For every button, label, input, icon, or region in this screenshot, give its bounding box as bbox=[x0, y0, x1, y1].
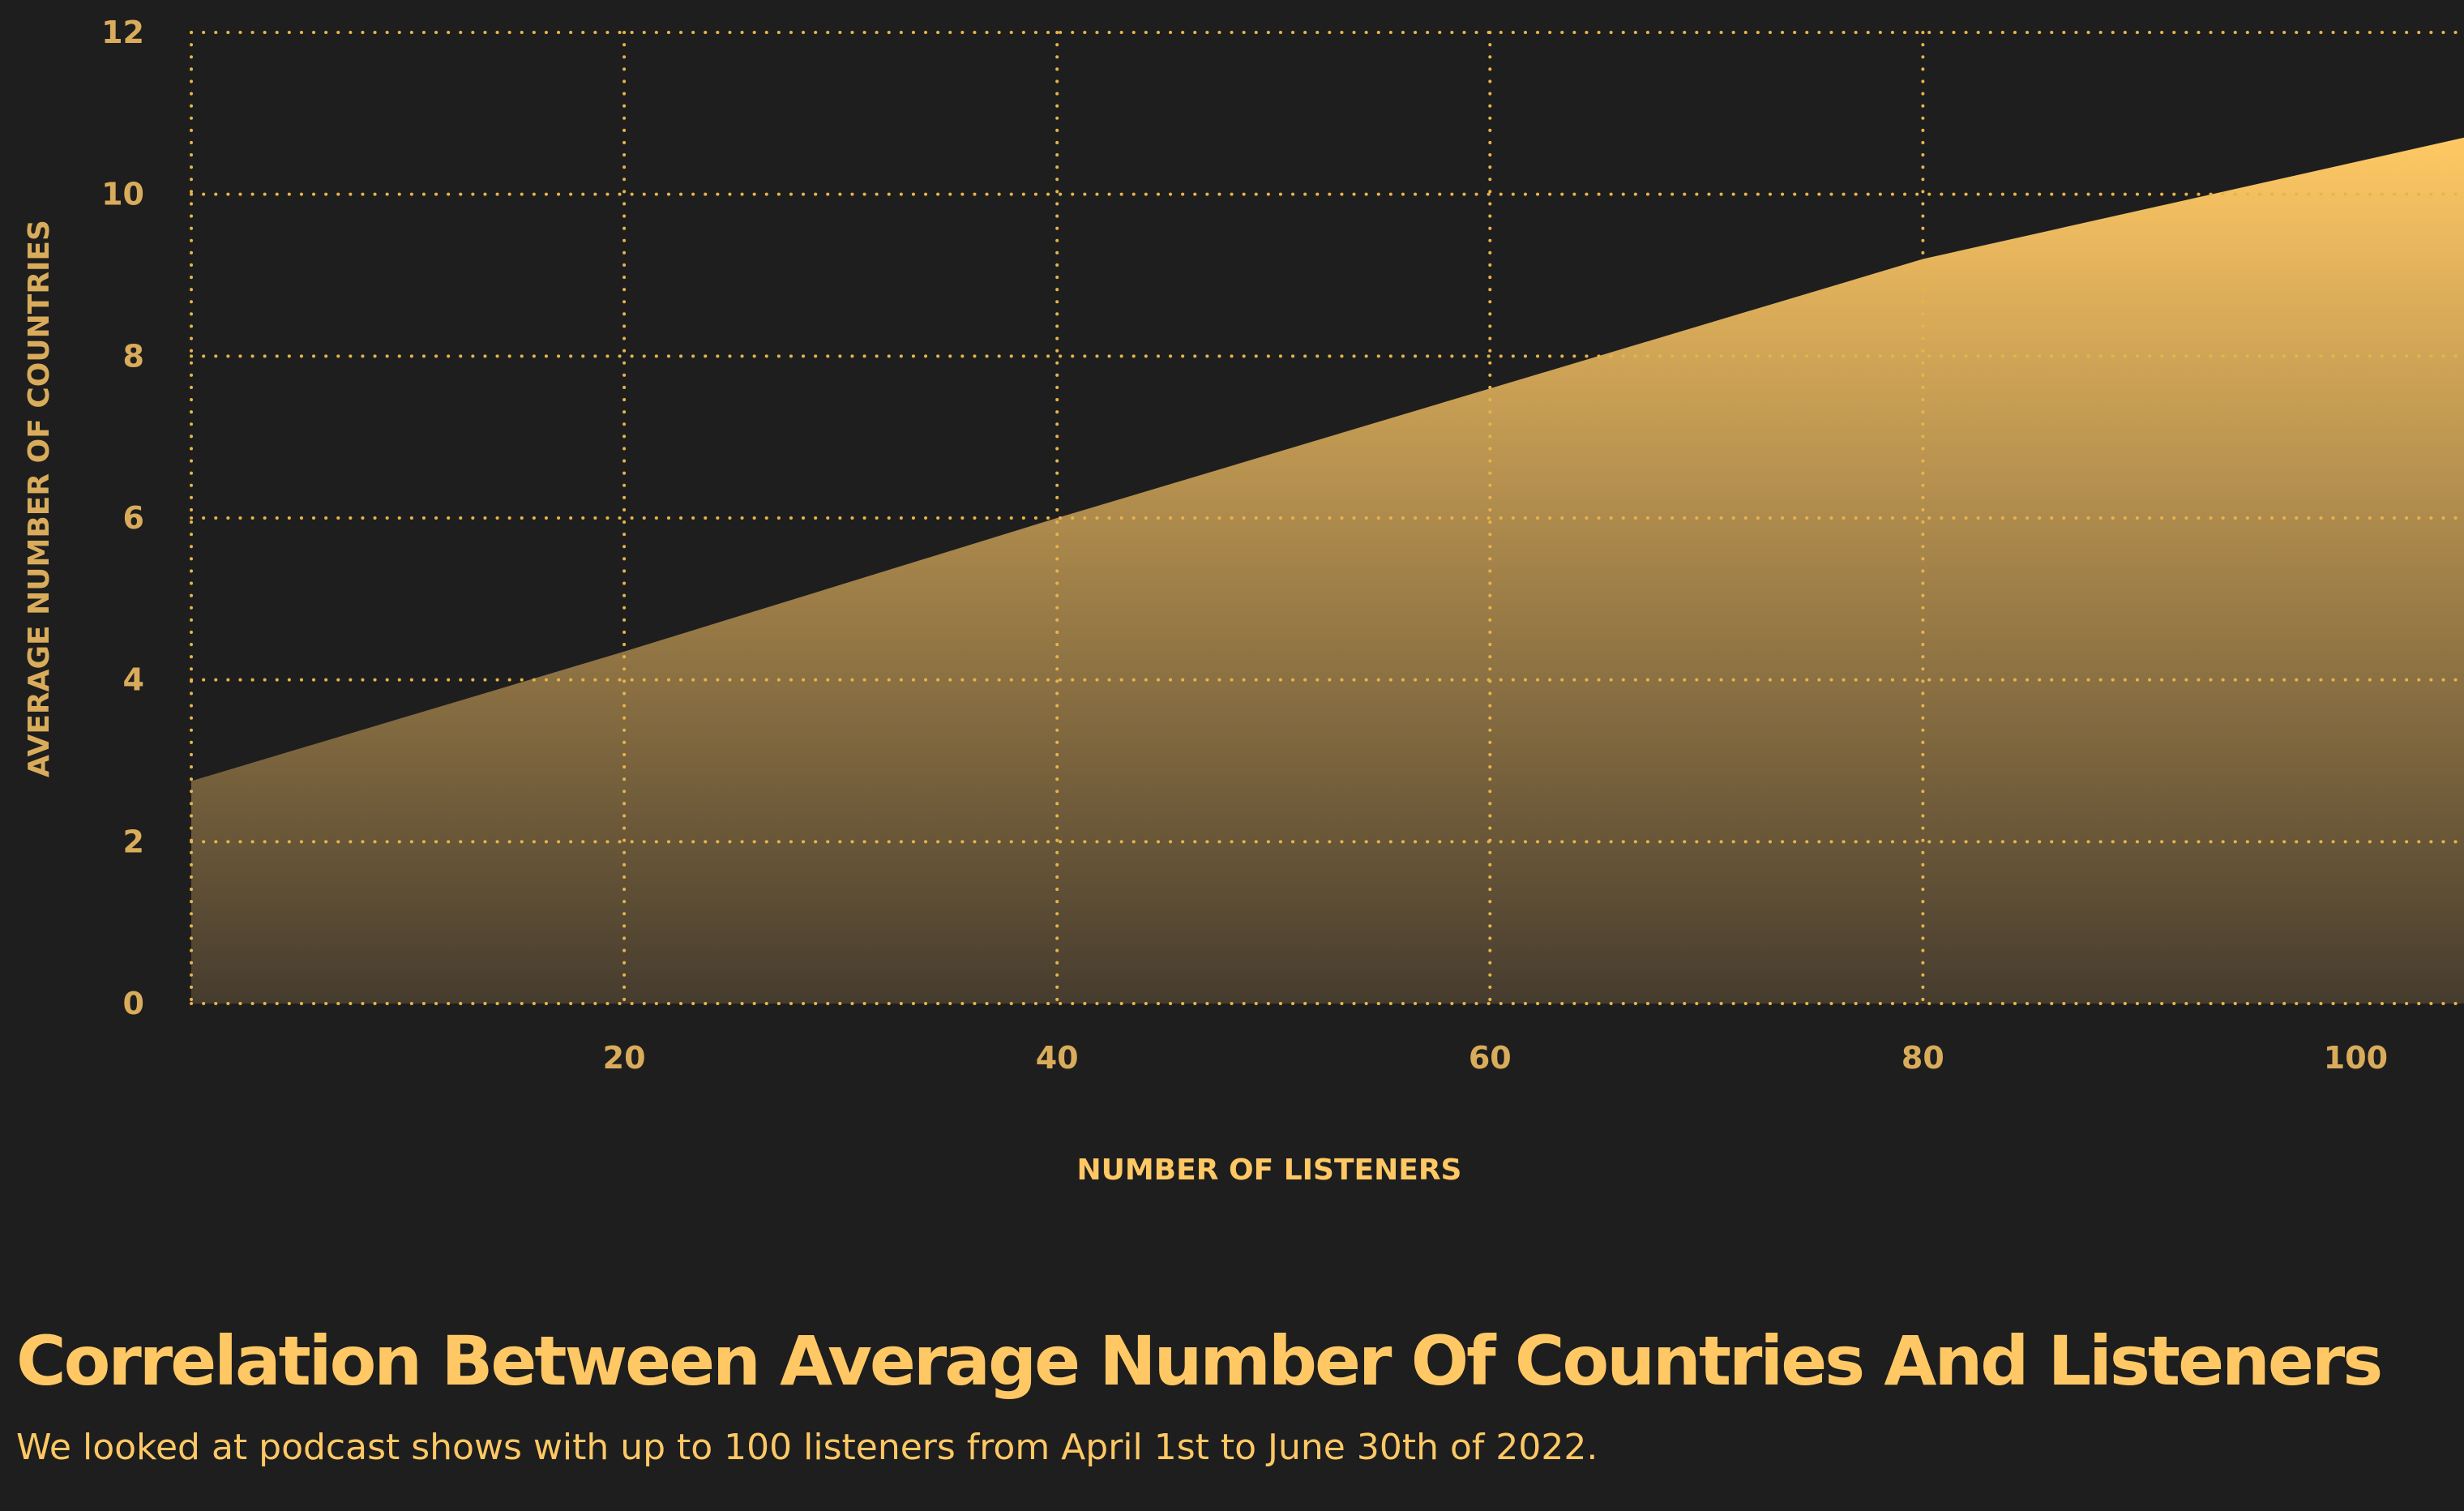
y-tick-label-4: 4 bbox=[123, 662, 144, 698]
x-tick-label-60: 60 bbox=[1469, 1040, 1512, 1076]
chart-title: Correlation Between Average Number Of Co… bbox=[16, 1321, 2383, 1401]
x-axis-title: NUMBER OF LISTENERS bbox=[1077, 1154, 1462, 1187]
y-tick-label-0: 0 bbox=[123, 986, 144, 1021]
y-tick-label-2: 2 bbox=[123, 824, 144, 859]
x-tick-label-20: 20 bbox=[603, 1040, 646, 1076]
y-tick-label-10: 10 bbox=[101, 177, 144, 212]
chart-subtitle: We looked at podcast shows with up to 10… bbox=[16, 1427, 1598, 1468]
x-tick-label-80: 80 bbox=[1901, 1040, 1944, 1076]
y-tick-label-6: 6 bbox=[123, 500, 144, 536]
y-tick-label-12: 12 bbox=[101, 15, 144, 50]
area-chart: 0 2 4 6 8 10 12 20 40 60 80 100 AVERAGE NUMBER OF C… bbox=[23, 15, 2464, 1187]
y-axis-title: AVERAGE NUMBER OF COUNTRIES bbox=[23, 220, 56, 777]
area-series bbox=[191, 137, 2464, 1004]
x-tick-label-40: 40 bbox=[1036, 1040, 1079, 1076]
y-tick-label-8: 8 bbox=[123, 338, 144, 374]
x-tick-label-100: 100 bbox=[2324, 1040, 2388, 1076]
